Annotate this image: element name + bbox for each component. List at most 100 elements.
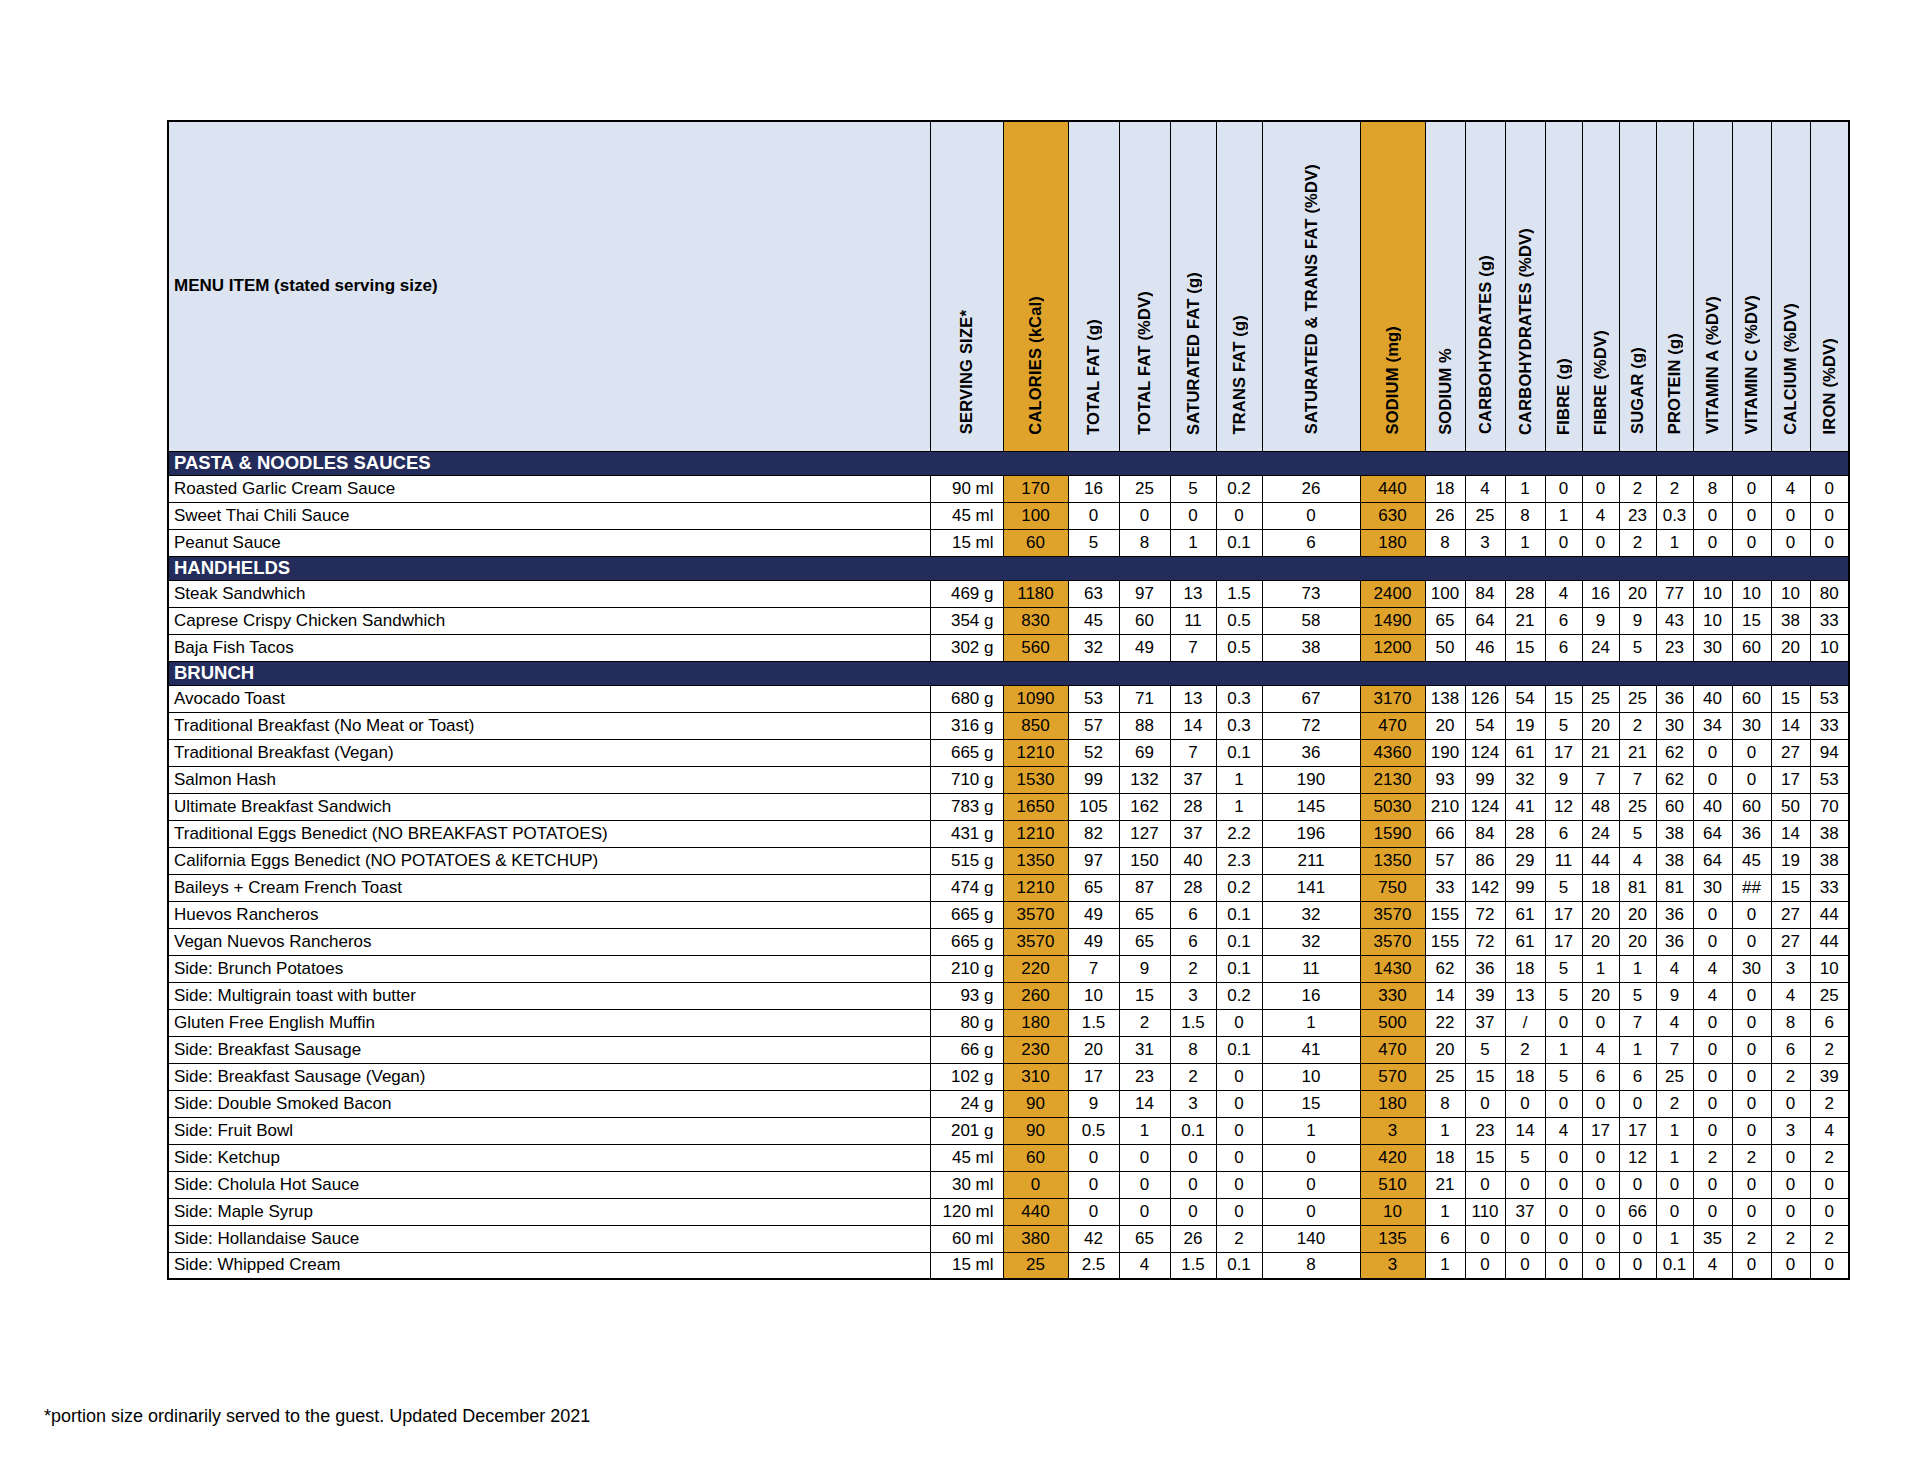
column-header: IRON (%DV) [1810,121,1849,451]
column-header-label: CALCIUM (%DV) [1781,303,1800,435]
nutrition-value-cell: 49 [1119,634,1170,661]
nutrition-value-cell: / [1505,1009,1545,1036]
header-row: MENU ITEM (stated serving size)SERVING S… [168,121,1849,451]
nutrition-value-cell: 4 [1582,1036,1619,1063]
nutrition-value-cell: 1 [1619,1036,1656,1063]
nutrition-value-cell: 15 [1262,1090,1360,1117]
nutrition-value-cell: 6 [1619,1063,1656,1090]
nutrition-value-cell: 0 [1262,1198,1360,1225]
nutrition-value-cell: 30 [1732,712,1771,739]
nutrition-value-cell: 170 [1003,475,1068,502]
nutrition-value-cell: 750 [1360,874,1425,901]
nutrition-value-cell: 132 [1119,766,1170,793]
nutrition-value-cell: 1210 [1003,874,1068,901]
nutrition-value-cell: 2 [1216,1225,1262,1252]
nutrition-value-cell: 0 [1545,1252,1582,1279]
column-header-label: TOTAL FAT (%DV) [1135,291,1154,435]
nutrition-value-cell: 20 [1619,928,1656,955]
nutrition-value-cell: ## [1732,874,1771,901]
column-header: SUGAR (g) [1619,121,1656,451]
nutrition-value-cell: 37 [1170,820,1216,847]
nutrition-value-cell: 1210 [1003,739,1068,766]
nutrition-value-cell: 32 [1068,634,1119,661]
nutrition-value-cell: 0 [1170,1144,1216,1171]
nutrition-table: MENU ITEM (stated serving size)SERVING S… [167,120,1850,1280]
nutrition-value-cell: 155 [1425,901,1465,928]
nutrition-value-cell: 0 [1068,1171,1119,1198]
nutrition-value-cell: 1200 [1360,634,1425,661]
nutrition-value-cell: 7 [1656,1036,1693,1063]
nutrition-value-cell: 15 [1545,685,1582,712]
nutrition-value-cell: 2 [1619,475,1656,502]
nutrition-value-cell: 2 [1771,1225,1810,1252]
nutrition-value-cell: 69 [1119,739,1170,766]
nutrition-value-cell: 4 [1545,1117,1582,1144]
nutrition-value-cell: 34 [1693,712,1732,739]
nutrition-value-cell: 84 [1465,820,1505,847]
column-header-label: CARBOHYDRATES (g) [1476,255,1495,434]
nutrition-value-cell: 0 [1582,529,1619,556]
nutrition-value-cell: 50 [1425,634,1465,661]
menu-item-name: Baja Fish Tacos [168,634,930,661]
serving-size-cell: 30 ml [930,1171,1003,1198]
nutrition-value-cell: 29 [1505,847,1545,874]
serving-size-cell: 316 g [930,712,1003,739]
nutrition-value-cell: 17 [1545,901,1582,928]
nutrition-value-cell: 21 [1425,1171,1465,1198]
nutrition-value-cell: 0 [1582,1144,1619,1171]
nutrition-value-cell: 1430 [1360,955,1425,982]
column-header-label: FIBRE (%DV) [1591,330,1610,435]
nutrition-value-cell: 17 [1582,1117,1619,1144]
nutrition-value-cell: 0.1 [1216,1036,1262,1063]
nutrition-value-cell: 60 [1732,793,1771,820]
column-header-label: PROTEIN (g) [1665,333,1684,434]
nutrition-value-cell: 500 [1360,1009,1425,1036]
nutrition-value-cell: 0 [1732,529,1771,556]
nutrition-value-cell: 1350 [1360,847,1425,874]
nutrition-value-cell: 61 [1505,901,1545,928]
nutrition-value-cell: 220 [1003,955,1068,982]
nutrition-value-cell: 0 [1582,475,1619,502]
nutrition-value-cell: 15 [1465,1144,1505,1171]
nutrition-value-cell: 8 [1505,502,1545,529]
menu-item-name: Traditional Breakfast (No Meat or Toast) [168,712,930,739]
nutrition-value-cell: 0 [1119,1171,1170,1198]
nutrition-value-cell: 60 [1119,607,1170,634]
nutrition-value-cell: 0.1 [1656,1252,1693,1279]
nutrition-value-cell: 90 [1003,1090,1068,1117]
nutrition-value-cell: 20 [1582,928,1619,955]
nutrition-value-cell: 5 [1545,712,1582,739]
menu-row: Vegan Nuevos Rancheros665 g3570496560.13… [168,928,1849,955]
nutrition-value-cell: 18 [1582,874,1619,901]
column-header: PROTEIN (g) [1656,121,1693,451]
nutrition-value-cell: 64 [1465,607,1505,634]
nutrition-value-cell: 45 [1732,847,1771,874]
nutrition-value-cell: 1 [1656,1225,1693,1252]
menu-row: Gluten Free English Muffin80 g1801.521.5… [168,1009,1849,1036]
column-header: FIBRE (%DV) [1582,121,1619,451]
section-title: HANDHELDS [168,556,1849,580]
menu-row: Side: Ketchup45 ml6000000420181550012122… [168,1144,1849,1171]
serving-size-cell: 66 g [930,1036,1003,1063]
nutrition-value-cell: 141 [1262,874,1360,901]
nutrition-value-cell: 1.5 [1170,1252,1216,1279]
nutrition-value-cell: 7 [1619,766,1656,793]
column-header-label: SATURATED FAT (g) [1184,272,1203,435]
nutrition-value-cell: 0 [1505,1252,1545,1279]
nutrition-value-cell: 0 [1216,1171,1262,1198]
nutrition-value-cell: 40 [1170,847,1216,874]
menu-item-name: Ultimate Breakfast Sandwich [168,793,930,820]
nutrition-value-cell: 15 [1732,607,1771,634]
nutrition-value-cell: 0 [1545,1090,1582,1117]
nutrition-value-cell: 14 [1771,712,1810,739]
nutrition-value-cell: 0 [1732,766,1771,793]
nutrition-value-cell: 97 [1068,847,1119,874]
nutrition-value-cell: 1 [1656,1144,1693,1171]
column-header-label: VITAMIN A (%DV) [1703,296,1722,434]
nutrition-value-cell: 0 [1656,1171,1693,1198]
nutrition-value-cell: 8 [1425,529,1465,556]
nutrition-value-cell: 9 [1656,982,1693,1009]
nutrition-value-cell: 0 [1693,1090,1732,1117]
nutrition-value-cell: 1180 [1003,580,1068,607]
nutrition-value-cell: 2 [1119,1009,1170,1036]
